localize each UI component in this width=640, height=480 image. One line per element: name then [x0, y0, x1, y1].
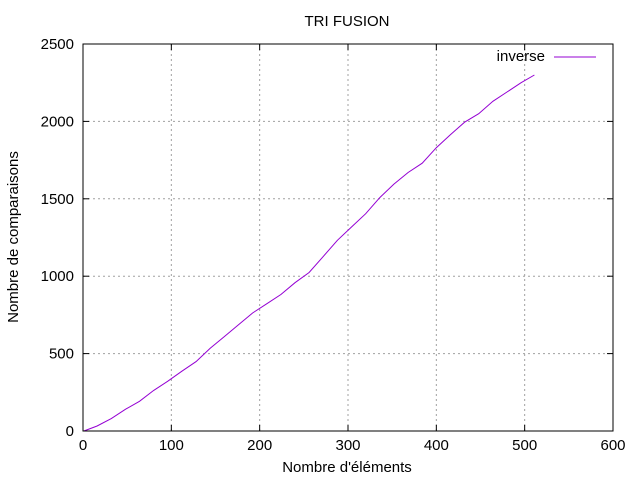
series-line-inverse	[83, 74, 535, 432]
y-axis-label: Nombre de comparaisons	[5, 151, 22, 323]
series-layer	[83, 74, 535, 432]
y-tick-label: 0	[66, 423, 74, 440]
legend: inverse	[497, 48, 596, 65]
x-axis-label: Nombre d'éléments	[282, 459, 412, 476]
x-tick-label: 500	[512, 437, 537, 454]
plot-frame	[82, 43, 614, 432]
x-tick-label: 600	[600, 437, 625, 454]
x-axis-ticks: 0 100 200 300 400 500 600	[79, 44, 626, 454]
grid	[83, 44, 613, 431]
x-tick-label: 0	[79, 437, 87, 454]
x-tick-label: 400	[424, 437, 449, 454]
x-tick-label: 300	[335, 437, 360, 454]
y-axis-ticks: 0 500 1000 1500 2000 2500	[41, 36, 613, 440]
y-tick-label: 2000	[41, 113, 74, 130]
y-tick-label: 500	[49, 346, 74, 363]
x-tick-label: 200	[247, 437, 272, 454]
y-tick-label: 1500	[41, 191, 74, 208]
y-tick-label: 2500	[41, 36, 74, 53]
y-tick-label: 1000	[41, 268, 74, 285]
legend-label: inverse	[497, 48, 545, 65]
x-tick-label: 100	[159, 437, 184, 454]
chart-title: TRI FUSION	[305, 13, 390, 30]
